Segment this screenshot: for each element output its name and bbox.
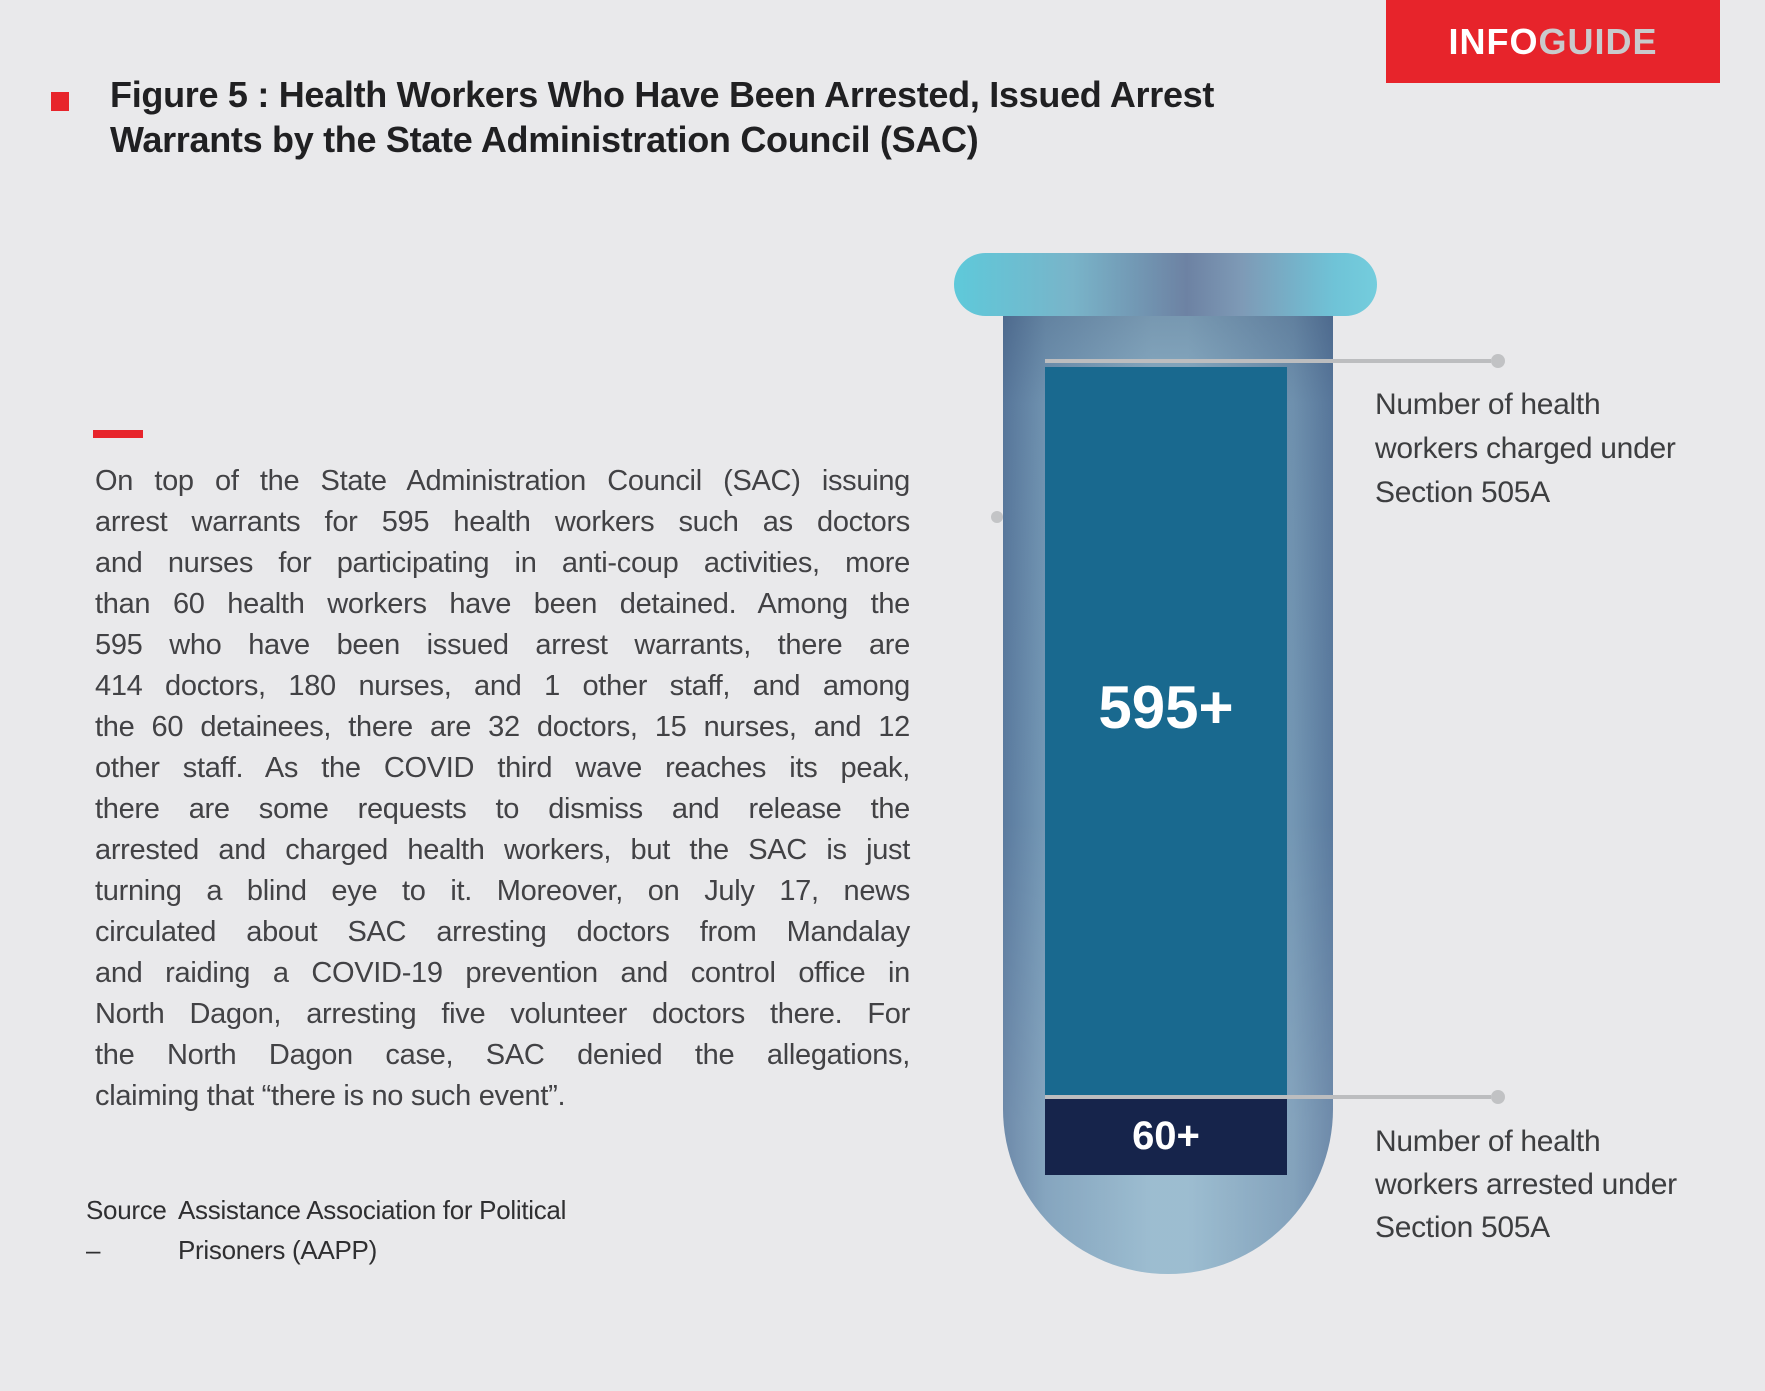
accent-dash	[93, 430, 143, 438]
text-line: Number of health	[1375, 1125, 1601, 1158]
source-line1: Assistance Association for Political	[178, 1195, 567, 1225]
text-line: claiming that “there is no such event”.	[95, 1080, 566, 1112]
text-line: the 60 detainees, there are 32 doctors, …	[95, 711, 910, 743]
banner-text-guide: GUIDE	[1538, 20, 1658, 62]
text-line: On top of the State Administration Counc…	[95, 465, 910, 497]
text-line: arrest warrants for 595 health workers s…	[95, 506, 910, 538]
arrested-connector-line	[1045, 1095, 1491, 1099]
body-paragraph: On top of the State Administration Counc…	[95, 461, 910, 1117]
text-line: Section 505A	[1375, 1211, 1550, 1244]
page-title-line1: Figure 5 : Health Workers Who Have Been …	[110, 74, 1215, 115]
text-line: turning a blind eye to it. Moreover, on …	[95, 875, 910, 907]
decorative-side-dot	[991, 511, 1003, 523]
text-line: the North Dagon case, SAC denied the all…	[95, 1039, 910, 1071]
text-line: 414 doctors, 180 nurses, and 1 other sta…	[95, 670, 910, 702]
arrested-value-label: 60+	[1132, 1113, 1200, 1158]
title-bullet-square	[51, 92, 69, 111]
charged-connector-line	[1045, 359, 1491, 363]
text-line: North Dagon, arresting five volunteer do…	[95, 998, 910, 1030]
text-line: than 60 health workers have been detaine…	[95, 588, 910, 620]
charged-bar-segment: 595+	[1045, 367, 1287, 1097]
infoguide-banner: INFO GUIDE	[1386, 0, 1720, 83]
text-line: 595 who have been issued arrest warrants…	[95, 629, 910, 661]
source-line2: Prisoners (AAPP)	[178, 1235, 377, 1265]
page-title: Figure 5 : Health Workers Who Have Been …	[110, 72, 1290, 162]
charged-connector-dot	[1491, 354, 1505, 368]
charged-value-label: 595+	[1098, 673, 1234, 741]
text-line: workers charged under	[1375, 432, 1676, 465]
banner-text-info: INFO	[1448, 20, 1539, 62]
page-title-line2: Warrants by the State Administration Cou…	[110, 119, 979, 160]
arrested-label: Number of health workers arrested under Se…	[1375, 1120, 1755, 1249]
text-line: other staff. As the COVID third wave rea…	[95, 752, 910, 784]
text-line: there are some requests to dismiss and r…	[95, 793, 910, 825]
source-text: Assistance Association for Political Pri…	[178, 1190, 726, 1270]
source-label: Source –	[86, 1195, 167, 1265]
test-tube-cap	[954, 253, 1377, 316]
text-line: and nurses for participating in anti-cou…	[95, 547, 910, 579]
text-line: Number of health	[1375, 388, 1601, 421]
arrested-bar-segment: 60+	[1045, 1097, 1287, 1175]
text-line: arrested and charged health workers, but…	[95, 834, 910, 866]
charged-label: Number of health workers charged under Sec…	[1375, 383, 1755, 515]
text-line: workers arrested under	[1375, 1168, 1677, 1201]
text-line: Section 505A	[1375, 476, 1550, 509]
source-row: Source – Assistance Association for Poli…	[86, 1190, 726, 1270]
text-line: and raiding a COVID-19 prevention and co…	[95, 957, 910, 989]
arrested-connector-dot	[1491, 1090, 1505, 1104]
text-line: circulated about SAC arresting doctors f…	[95, 916, 910, 948]
